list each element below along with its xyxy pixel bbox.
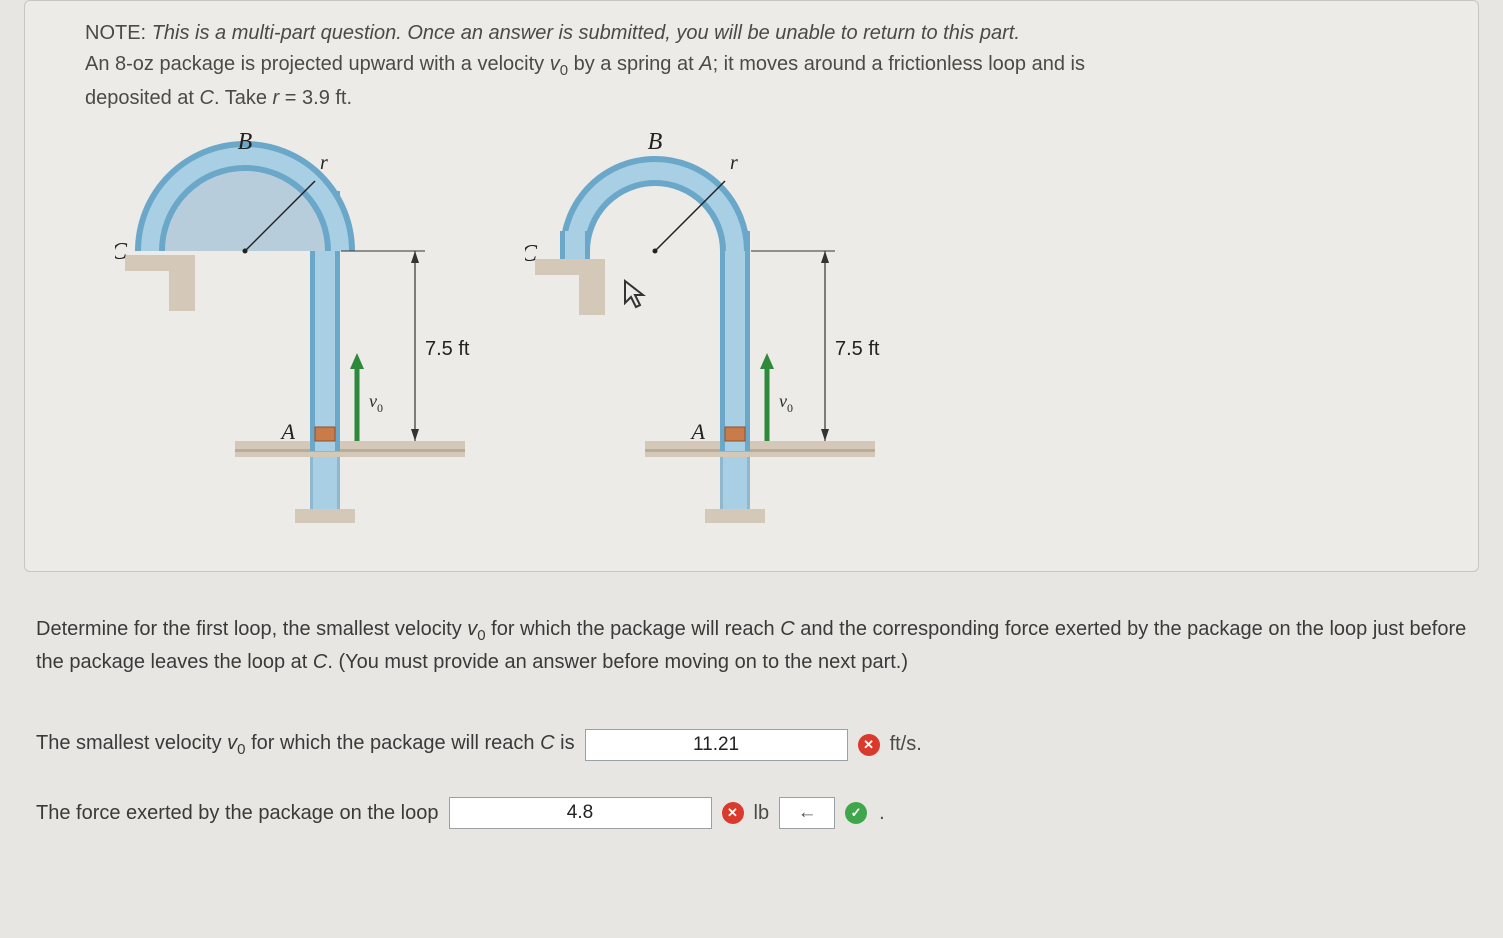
period: . [879, 798, 885, 829]
problem-panel: NOTE: This is a multi-part question. Onc… [24, 0, 1479, 572]
q-frag: for which the package will reach [486, 618, 781, 640]
diagram-2: B C A r v0 7.5 ft [525, 131, 895, 531]
velocity-unit: ft/s. [890, 729, 922, 760]
svg-text:v0: v0 [779, 391, 793, 415]
svg-text:r: r [730, 152, 738, 174]
problem-frag: ; it moves around a frictionless loop an… [713, 53, 1085, 75]
problem-text-line1: An 8-oz package is projected upward with… [85, 50, 1418, 82]
svg-text:7.5 ft: 7.5 ft [835, 338, 880, 360]
force-input[interactable] [449, 797, 712, 829]
wrong-icon: ✕ [858, 734, 880, 756]
svg-text:B: B [648, 131, 663, 155]
note-italic: This is a multi-part question. Once an a… [152, 22, 1020, 44]
problem-frag: = 3.9 ft. [279, 87, 352, 109]
var-v: v [467, 618, 477, 640]
below-panel: Determine for the first loop, the smalle… [0, 590, 1503, 830]
svg-text:v0: v0 [369, 391, 383, 415]
check-icon: ✓ [845, 802, 867, 824]
var-A: A [699, 53, 712, 75]
wrong-icon: ✕ [722, 802, 744, 824]
var-v: v [227, 732, 237, 754]
answer-row-velocity: The smallest velocity v0 for which the p… [36, 728, 1467, 761]
var-C: C [200, 87, 214, 109]
var-C: C [780, 618, 794, 640]
diagram-row: B C A r v0 7.5 ft [115, 131, 1418, 531]
problem-frag: by a spring at [568, 53, 699, 75]
q-frag: Determine for the first loop, the smalle… [36, 618, 467, 640]
row2-label: The force exerted by the package on the … [36, 798, 439, 829]
direction-input[interactable] [779, 797, 835, 829]
diagram-1: B C A r v0 7.5 ft [115, 131, 485, 531]
problem-frag: deposited at [85, 87, 200, 109]
sub-0: 0 [560, 62, 568, 79]
answer-row-force: The force exerted by the package on the … [36, 797, 1467, 829]
problem-frag: An 8-oz package is projected upward with… [85, 53, 550, 75]
svg-text:B: B [238, 131, 253, 155]
svg-text:r: r [320, 152, 328, 174]
problem-frag: . Take [214, 87, 273, 109]
label-frag: The smallest velocity [36, 732, 227, 754]
row1-label: The smallest velocity v0 for which the p… [36, 728, 575, 761]
note-line: NOTE: This is a multi-part question. Onc… [85, 19, 1418, 48]
force-unit: lb [754, 798, 770, 829]
svg-text:C: C [525, 241, 538, 267]
var-C: C [313, 651, 327, 673]
label-frag: is [555, 732, 575, 754]
svg-text:A: A [280, 419, 296, 444]
var-v: v [550, 53, 560, 75]
svg-text:A: A [690, 419, 706, 444]
label-frag: for which the package will reach [246, 732, 541, 754]
q-frag: . (You must provide an answer before mov… [327, 651, 908, 673]
question-text: Determine for the first loop, the smalle… [36, 614, 1467, 678]
sub-0: 0 [477, 627, 485, 644]
sub-0: 0 [237, 741, 245, 758]
note-prefix: NOTE: [85, 22, 146, 44]
svg-text:7.5 ft: 7.5 ft [425, 338, 470, 360]
svg-text:C: C [115, 239, 128, 265]
var-C: C [540, 732, 554, 754]
problem-text-line2: deposited at C. Take r = 3.9 ft. [85, 84, 1418, 113]
velocity-input[interactable] [585, 729, 848, 761]
